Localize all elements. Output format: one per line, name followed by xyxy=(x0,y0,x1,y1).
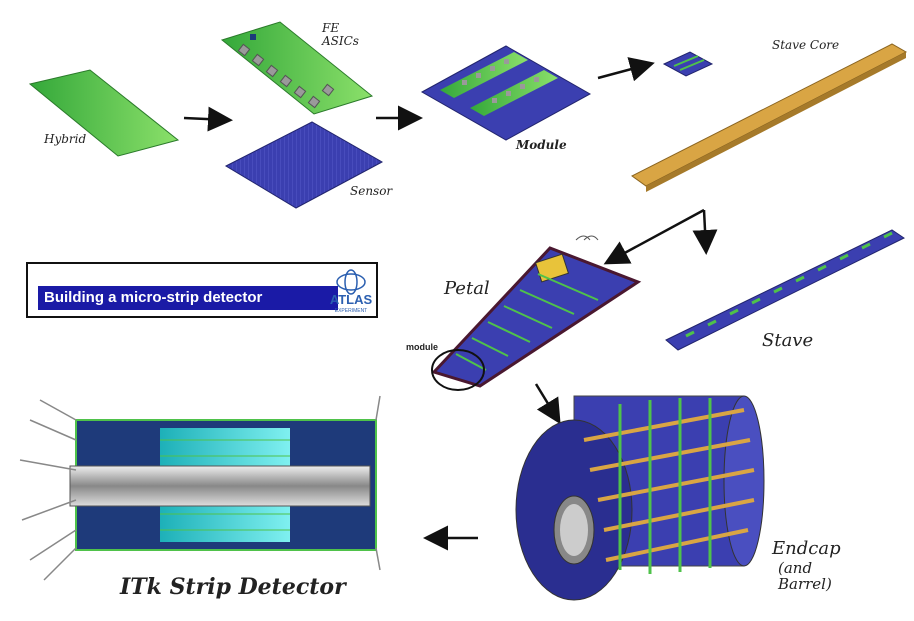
itk-detector-image xyxy=(19,395,381,581)
label-stave-core: Stave Core xyxy=(772,38,840,52)
module-image xyxy=(420,45,592,141)
label-and-barrel: (and Barrel) xyxy=(778,559,832,593)
label-endcap: Endcap xyxy=(772,538,841,559)
banner-bar xyxy=(38,286,338,310)
label-fe-asics: FE ASICs xyxy=(322,21,359,48)
sensor-image xyxy=(224,121,384,209)
label-module: Module xyxy=(516,138,567,152)
label-module-small: module xyxy=(406,342,439,352)
atlas-logo-text: ATLAS xyxy=(330,292,373,307)
arrow-core-to-petal xyxy=(603,208,705,265)
arrow-module-to-small xyxy=(597,57,655,82)
label-petal: Petal xyxy=(444,278,490,299)
label-hybrid: Hybrid xyxy=(44,132,87,146)
small-module-image xyxy=(662,51,714,77)
atlas-logo: ATLAS EXPERIMENT xyxy=(328,268,374,314)
title-banner: Building a micro-strip detector ATLAS EX… xyxy=(26,262,378,318)
label-stave: Stave xyxy=(762,330,814,351)
hybrid-image xyxy=(28,69,180,157)
banner-title: Building a micro-strip detector xyxy=(44,289,263,306)
fe-asics-image xyxy=(220,21,374,115)
label-itk-strip-detector: ITk Strip Detector xyxy=(120,574,346,600)
module-highlight-circle xyxy=(431,349,485,391)
label-sensor: Sensor xyxy=(350,184,393,198)
arrow-core-to-stave xyxy=(692,209,718,255)
stave-core-image xyxy=(631,43,908,192)
atlas-logo-sub: EXPERIMENT xyxy=(335,308,368,314)
arrow-petal-to-endcap xyxy=(534,383,561,425)
endcap-image xyxy=(515,395,765,601)
stave-image xyxy=(665,229,905,351)
petal-image xyxy=(431,235,642,391)
arrow-hybrid-to-asics xyxy=(183,106,233,132)
